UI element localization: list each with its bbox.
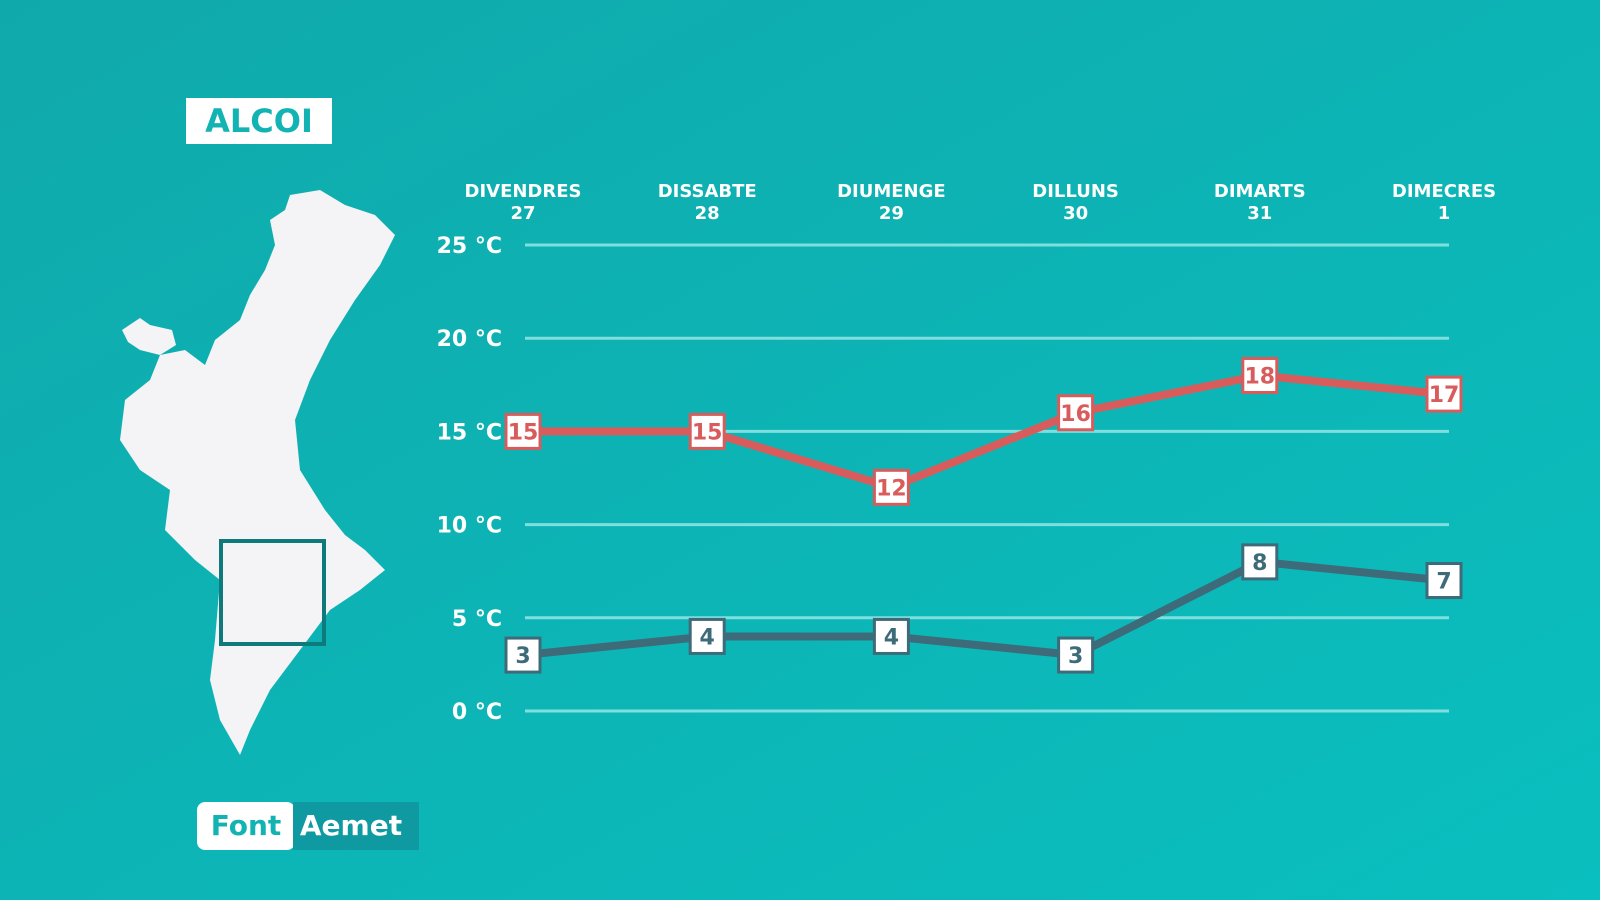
data-label: 8 <box>1252 551 1267 576</box>
data-label: 16 <box>1060 402 1091 427</box>
title-box <box>186 98 332 144</box>
y-tick-label: 20 °C <box>437 327 502 352</box>
point-marker <box>688 412 726 450</box>
y-tick-label: 25 °C <box>437 234 502 259</box>
x-tick-date: 27 <box>510 203 535 224</box>
x-tick-label: DIMECRES <box>1392 181 1496 202</box>
data-label: 7 <box>1436 570 1451 595</box>
x-tick-date: 30 <box>1063 203 1088 224</box>
y-tick-label: 15 °C <box>437 420 502 445</box>
point-marker <box>1241 543 1279 581</box>
x-tick-date: 29 <box>879 203 904 224</box>
x-tick-label: DISSABTE <box>658 181 757 202</box>
x-tick-date: 1 <box>1438 203 1451 224</box>
data-label: 17 <box>1429 383 1460 408</box>
x-tick-label: DIUMENGE <box>837 181 946 202</box>
map-shape <box>120 190 395 755</box>
source-value-box <box>293 802 419 850</box>
data-label: 15 <box>508 420 539 445</box>
y-tick-label: 10 °C <box>437 514 502 539</box>
data-label: 15 <box>692 420 723 445</box>
point-marker <box>504 412 542 450</box>
y-tick-label: 5 °C <box>452 607 502 632</box>
x-tick-label: DIMARTS <box>1214 181 1306 202</box>
point-marker <box>1241 356 1279 394</box>
data-label: 18 <box>1244 364 1275 389</box>
point-marker <box>1057 636 1095 674</box>
point-marker <box>1057 394 1095 432</box>
x-tick-label: DIVENDRES <box>465 181 582 202</box>
point-marker <box>872 617 910 655</box>
data-label: 3 <box>1068 644 1083 669</box>
point-marker <box>872 468 910 506</box>
x-tick-label: DILLUNS <box>1032 181 1119 202</box>
data-label: 4 <box>700 625 715 650</box>
point-marker <box>504 636 542 674</box>
series-line <box>523 371 1445 492</box>
location-box <box>219 539 326 646</box>
source-label-box <box>197 802 295 850</box>
point-marker <box>1425 562 1463 600</box>
source-label: Font <box>211 809 282 842</box>
series-line <box>522 557 1445 660</box>
region-map <box>120 190 395 755</box>
map-enclave <box>122 318 176 355</box>
point-marker <box>1425 375 1463 413</box>
data-label: 4 <box>884 625 899 650</box>
x-tick-date: 28 <box>695 203 720 224</box>
y-tick-label: 0 °C <box>452 700 502 725</box>
title: ALCOI <box>205 102 313 140</box>
x-tick-date: 31 <box>1247 203 1272 224</box>
source-value: Aemet <box>300 809 402 842</box>
data-label: 3 <box>515 644 530 669</box>
data-label: 12 <box>876 476 907 501</box>
point-marker <box>688 617 726 655</box>
